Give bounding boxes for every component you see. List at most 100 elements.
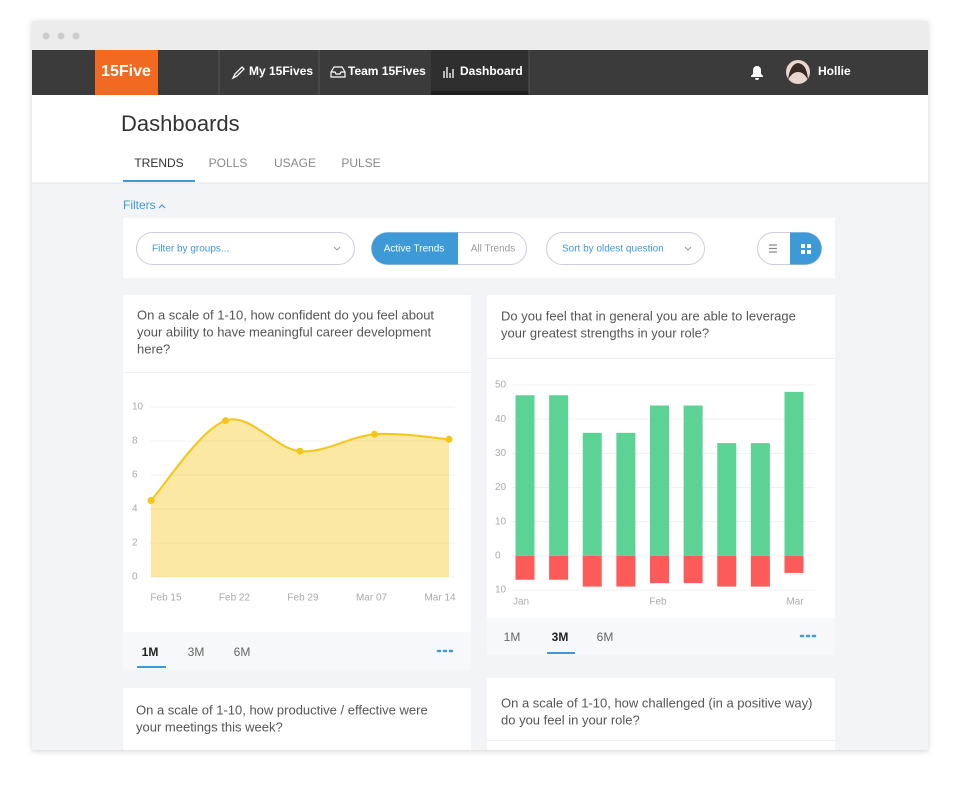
range-option[interactable]: 6M (597, 630, 614, 644)
x-tick-label: Mar 07 (356, 593, 388, 604)
range-underline (137, 666, 166, 668)
bar (784, 555, 804, 573)
logo-box[interactable] (95, 50, 158, 95)
grid-icon (801, 244, 811, 254)
x-tick-label: Feb 22 (219, 593, 251, 604)
point (222, 417, 229, 425)
toggle-option[interactable]: All Trends (471, 244, 515, 255)
bar (582, 432, 602, 556)
range-option[interactable]: 6M (234, 645, 251, 659)
sort-label[interactable]: Sort by oldest question (562, 244, 664, 255)
toggle-option[interactable]: Active Trends (384, 244, 445, 255)
bar (750, 555, 770, 587)
bar (784, 391, 804, 556)
tab[interactable]: TRENDS (134, 156, 183, 170)
card (487, 678, 835, 750)
question: On a scale of 1-10, how productive / eff… (136, 702, 428, 717)
y-tick-label: 20 (495, 482, 507, 493)
card (123, 688, 471, 750)
y-tick-label: 50 (495, 380, 507, 391)
nav-item[interactable]: My 15Fives (249, 64, 313, 78)
grid-view[interactable] (790, 232, 822, 265)
question: your ability to have meaningful career d… (137, 324, 432, 339)
tab-underline (123, 180, 195, 182)
nav-item[interactable]: Dashboard (460, 64, 523, 78)
bar (683, 555, 703, 584)
header (32, 95, 928, 183)
line (150, 418, 450, 502)
bell-icon[interactable] (751, 66, 763, 80)
inbox-icon (330, 66, 346, 78)
window-dot (57, 32, 65, 40)
toggle-active[interactable] (371, 232, 459, 265)
x-tick-label: Feb (649, 597, 667, 608)
range-underline (547, 652, 575, 654)
bar (616, 432, 636, 556)
chevron (684, 246, 692, 251)
x-tick-label: Mar (786, 597, 804, 608)
point (147, 497, 155, 504)
card-footer (487, 618, 835, 655)
bar (717, 443, 737, 556)
point (371, 430, 378, 438)
chevron (158, 204, 166, 209)
question: your greatest strengths in your role? (501, 325, 709, 340)
filters-toggle[interactable]: Filters (123, 198, 156, 212)
bar (515, 395, 535, 556)
point (296, 447, 304, 455)
y-tick-label: 2 (132, 538, 138, 549)
nav-item[interactable]: Team 15Fives (348, 64, 426, 78)
nav-active-bar (431, 91, 529, 95)
y-tick-label: 10 (495, 585, 507, 596)
list-view[interactable] (769, 244, 777, 253)
range-option[interactable]: 3M (188, 645, 205, 659)
window-dot (72, 32, 80, 40)
y-tick-label: 10 (495, 516, 507, 527)
range-option[interactable]: 1M (142, 645, 159, 659)
y-tick-label: 4 (132, 504, 138, 515)
bar (717, 555, 737, 587)
question: On a scale of 1-10, how confident do you… (137, 307, 434, 322)
bar (515, 555, 535, 580)
user-name[interactable]: Hollie (818, 64, 851, 78)
window-dot (42, 32, 50, 40)
logo[interactable]: 15Five (101, 63, 151, 80)
y-tick-label: 8 (132, 436, 138, 447)
x-tick-label: Feb 15 (150, 593, 182, 604)
chart-icon (443, 67, 454, 78)
chevron (333, 246, 341, 251)
tab[interactable]: PULSE (341, 156, 380, 170)
card-footer (123, 632, 471, 669)
bar (650, 405, 669, 556)
page-title: Dashboards (121, 111, 240, 136)
group-select-label[interactable]: Filter by groups... (152, 244, 229, 255)
range-option[interactable]: 1M (504, 630, 521, 644)
y-tick-label: 6 (132, 470, 138, 481)
pencil-icon (231, 66, 245, 80)
y-tick-label: 40 (495, 414, 507, 425)
sort-select[interactable] (546, 232, 705, 265)
bar (549, 395, 569, 556)
x-tick-label: Feb 29 (287, 593, 319, 604)
question: your meetings this week? (136, 719, 283, 734)
y-tick-label: 10 (132, 402, 144, 413)
y-tick-label: 30 (495, 448, 507, 459)
tab[interactable]: USAGE (274, 156, 316, 170)
range-option[interactable]: 3M (552, 630, 569, 644)
x-tick-label: Mar 14 (424, 593, 456, 604)
title-bar (32, 21, 928, 50)
question: Do you feel that in general you are able… (501, 308, 796, 323)
bar (616, 555, 636, 587)
bar (650, 555, 669, 584)
x-tick-label: Jan (513, 597, 529, 608)
tab[interactable]: POLLS (209, 156, 248, 170)
bar (750, 443, 770, 556)
y-tick-label: 0 (132, 572, 138, 583)
avatar-hair (788, 63, 808, 80)
bar (683, 405, 703, 556)
card (123, 295, 471, 669)
point (445, 435, 453, 443)
group-select[interactable] (136, 232, 355, 265)
question: here? (137, 341, 170, 356)
